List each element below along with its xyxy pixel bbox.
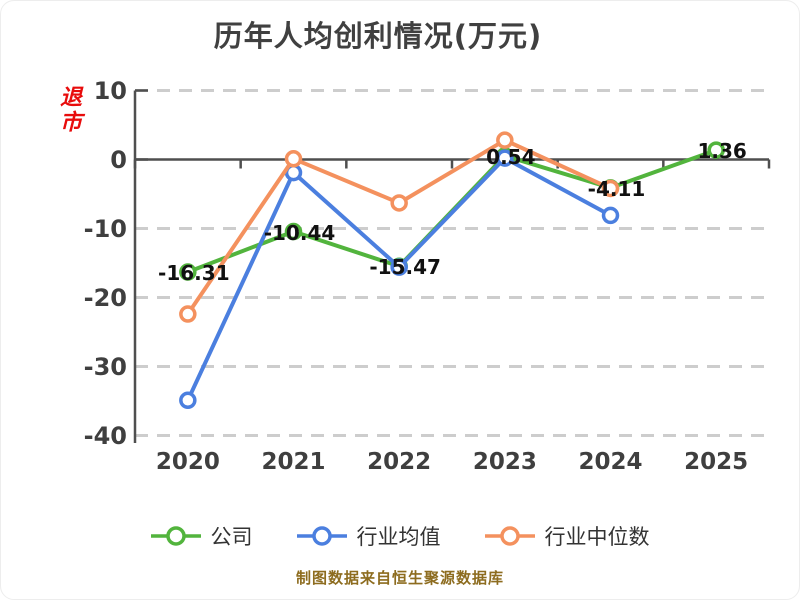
- data-point-marker: [284, 150, 303, 168]
- legend-item-industry-median[interactable]: 行业中位数: [484, 521, 650, 551]
- data-point-marker: [179, 391, 197, 410]
- y-axis-tick-label: 0: [110, 145, 127, 174]
- data-label: 1.36: [697, 139, 747, 164]
- line-circle-marker-icon: [150, 526, 201, 546]
- y-axis-tick-label: 10: [93, 76, 127, 105]
- x-axis-tick-label: 2021: [261, 449, 326, 475]
- delisted-badge: 退市: [56, 85, 81, 135]
- data-label: -10.44: [263, 220, 336, 245]
- x-axis-tick-label: 2025: [684, 449, 749, 475]
- data-point-marker: [390, 194, 408, 212]
- data-point-marker: [601, 206, 620, 225]
- line-circle-marker-icon: [296, 526, 347, 546]
- legend-item-company[interactable]: 公司: [150, 521, 253, 551]
- data-label: -4.11: [587, 176, 646, 201]
- legend-label-industry-avg: 行业均值: [356, 525, 441, 549]
- footer-credit: 制图数据来自恒生聚源数据库: [295, 569, 504, 587]
- data-point-marker: [496, 131, 514, 149]
- legend-label-company: 公司: [210, 525, 253, 549]
- line-circle-marker-icon: [484, 526, 535, 546]
- data-label: -16.31: [158, 261, 230, 286]
- legend-label-industry-median: 行业中位数: [544, 525, 650, 549]
- y-axis-tick-label: -10: [83, 214, 127, 243]
- legend-item-industry-avg[interactable]: 行业均值: [296, 521, 441, 551]
- data-label: 0.54: [486, 144, 536, 169]
- data-point-marker: [179, 305, 197, 323]
- x-axis-tick-label: 2020: [155, 449, 220, 475]
- data-label: -15.47: [369, 255, 441, 280]
- page-title: 历年人均创利情况(万元): [213, 19, 543, 53]
- x-axis-tick-label: 2024: [578, 449, 643, 475]
- x-axis-tick-label: 2023: [472, 449, 537, 475]
- y-axis-tick-label: -40: [83, 421, 127, 450]
- y-axis-tick-label: -30: [83, 352, 127, 381]
- data-point-marker: [707, 141, 725, 159]
- data-point-marker: [601, 179, 620, 198]
- data-point-marker: [496, 149, 514, 167]
- data-point-marker: [284, 222, 303, 241]
- y-axis-tick-label: -20: [83, 283, 127, 312]
- data-point-marker: [179, 263, 197, 281]
- chart-legend: 公司 行业均值 行业中位数: [1, 521, 799, 551]
- x-axis-tick-label: 2022: [367, 449, 432, 475]
- data-point-marker: [390, 258, 408, 276]
